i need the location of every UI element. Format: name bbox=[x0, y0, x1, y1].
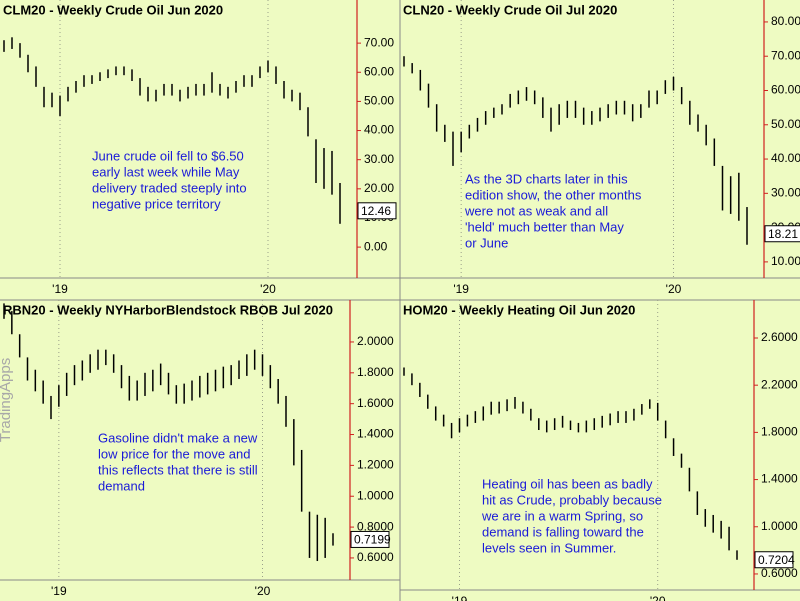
x-tick-label: '20 bbox=[666, 282, 682, 296]
annotation: were not as weak and all bbox=[464, 203, 608, 218]
y-tick-label: 50.00 bbox=[771, 117, 800, 131]
y-tick-label: 2.6000 bbox=[761, 330, 798, 344]
annotation: hit as Crude, probably because bbox=[482, 492, 662, 507]
y-tick-label: 10.00 bbox=[771, 254, 800, 268]
y-tick-label: 1.2000 bbox=[357, 458, 394, 472]
y-tick-label: 30.00 bbox=[771, 186, 800, 200]
last-price-label: 12.46 bbox=[361, 204, 391, 218]
last-price-box bbox=[357, 202, 397, 220]
y-tick-label: 1.8000 bbox=[357, 365, 394, 379]
chart-title: RBN20 - Weekly NYHarborBlendstock RBOB J… bbox=[3, 302, 333, 317]
last-price-box bbox=[350, 530, 390, 548]
x-tick-label: '19 bbox=[52, 282, 68, 296]
annotation: demand bbox=[98, 478, 145, 493]
x-tick-label: '19 bbox=[452, 594, 468, 601]
y-tick-label: 1.0000 bbox=[761, 519, 798, 533]
y-tick-label: 1.8000 bbox=[761, 425, 798, 439]
annotation: 'held' much better than May bbox=[465, 219, 624, 234]
annotation: demand is falling toward the bbox=[482, 524, 644, 539]
y-tick-label: 80.00 bbox=[771, 14, 800, 28]
annotation: levels seen in Summer. bbox=[482, 540, 616, 555]
last-price-box bbox=[754, 551, 794, 569]
x-tick-label: '19 bbox=[453, 282, 469, 296]
x-tick-label: '20 bbox=[650, 594, 666, 601]
annotation: we are in a warm Spring, so bbox=[481, 508, 643, 523]
annotation: edition show, the other months bbox=[465, 187, 642, 202]
y-tick-label: 50.00 bbox=[364, 94, 394, 108]
annotation: delivery traded steeply into bbox=[92, 180, 247, 195]
chart-title: CLN20 - Weekly Crude Oil Jul 2020 bbox=[403, 2, 617, 17]
y-tick-label: 40.00 bbox=[771, 151, 800, 165]
y-tick-label: 0.6000 bbox=[357, 550, 394, 564]
annotation: this reflects that there is still bbox=[98, 462, 258, 477]
y-tick-label: 0.6000 bbox=[761, 566, 798, 580]
annotation: Heating oil has been as badly bbox=[482, 476, 653, 491]
annotation: negative price territory bbox=[92, 196, 221, 211]
chart-title: HOM20 - Weekly Heating Oil Jun 2020 bbox=[403, 302, 635, 317]
y-tick-label: 20.00 bbox=[364, 181, 394, 195]
x-tick-label: '20 bbox=[260, 282, 276, 296]
annotation: early last week while May bbox=[92, 164, 240, 179]
y-tick-label: 30.00 bbox=[364, 152, 394, 166]
y-tick-label: 1.4000 bbox=[761, 472, 798, 486]
y-tick-label: 2.2000 bbox=[761, 377, 798, 391]
y-tick-label: 60.00 bbox=[771, 83, 800, 97]
x-tick-label: '20 bbox=[255, 584, 271, 598]
y-tick-label: 0.00 bbox=[364, 239, 388, 253]
y-tick-label: 70.00 bbox=[771, 48, 800, 62]
y-tick-label: 1.4000 bbox=[357, 427, 394, 441]
chart-title: CLM20 - Weekly Crude Oil Jun 2020 bbox=[3, 2, 223, 17]
annotation: As the 3D charts later in this bbox=[465, 171, 628, 186]
watermark: TradingApps bbox=[0, 358, 14, 443]
y-tick-label: 70.00 bbox=[364, 35, 394, 49]
last-price-label: 0.7199 bbox=[354, 533, 391, 547]
y-tick-label: 2.0000 bbox=[357, 334, 394, 348]
y-tick-label: 40.00 bbox=[364, 123, 394, 137]
y-tick-label: 60.00 bbox=[364, 64, 394, 78]
annotation: Gasoline didn't make a new bbox=[98, 430, 258, 445]
y-tick-label: 1.6000 bbox=[357, 396, 394, 410]
annotation: or June bbox=[465, 235, 508, 250]
y-tick-label: 0.8000 bbox=[357, 519, 394, 533]
y-tick-label: 1.0000 bbox=[357, 488, 394, 502]
annotation: June crude oil fell to $6.50 bbox=[92, 148, 244, 163]
last-price-label: 0.7204 bbox=[758, 553, 795, 567]
last-price-label: 18.21 bbox=[768, 227, 798, 241]
x-tick-label: '19 bbox=[51, 584, 67, 598]
annotation: low price for the move and bbox=[98, 446, 250, 461]
last-price-box bbox=[764, 225, 800, 243]
